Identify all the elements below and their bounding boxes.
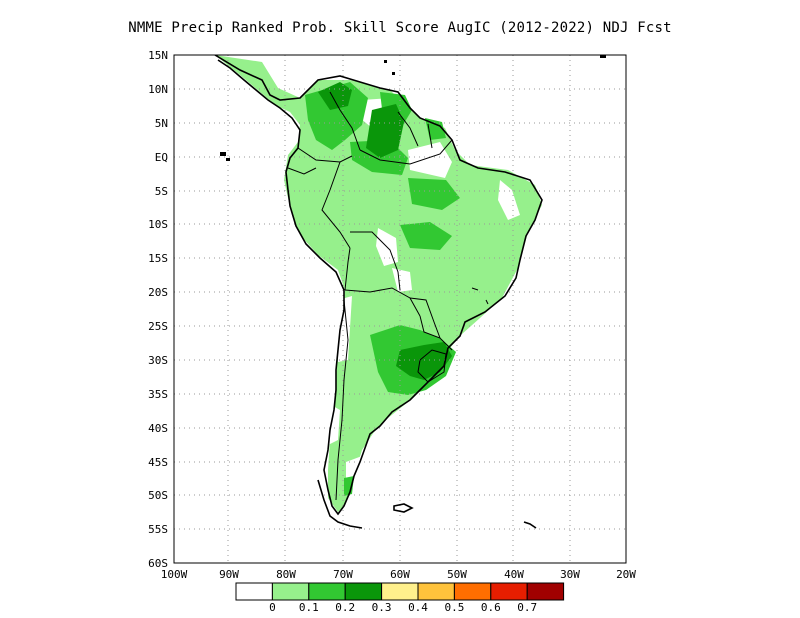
colorbar-swatch [490,582,528,601]
continent-shading-light [215,55,542,512]
border-argentina-brazil [419,315,453,351]
lon-label: 60W [390,568,410,581]
white-patch-amazon [408,142,452,178]
colorbar: 0 0.1 0.2 0.3 0.4 0.5 0.6 0.7 [235,582,565,614]
lon-label: 80W [276,568,296,581]
lat-label: 10N [148,83,168,96]
lon-label: 100W [161,568,188,581]
white-patch-chaco [392,268,412,292]
medium-green-central-brazil [400,222,452,250]
colorbar-label: 0.2 [335,601,355,614]
white-patch-northeast [498,180,520,220]
lat-label: 5S [155,185,168,198]
colorbar-swatch [271,582,310,601]
dark-green-colombia [318,82,352,110]
south-america-coastline [214,55,543,516]
lon-label: 70W [333,568,353,581]
colorbar-swatch [453,582,492,601]
colorbar-swatch [308,582,346,601]
longitude-axis: 100W 90W 80W 70W 60W 50W 40W 30W 20W [161,568,637,581]
colorbar-label: 0.5 [444,601,464,614]
border-ecuador [287,167,317,175]
border-paraguay-brazil [409,297,441,339]
lon-label: 40W [504,568,524,581]
border-guyana-suriname [427,123,433,149]
lake-region-spots [471,287,489,305]
coastlines [214,55,543,529]
falkland-islands [393,503,414,513]
lat-label: 35S [148,388,168,401]
lon-label: 30W [560,568,580,581]
lat-label: 45S [148,456,168,469]
south-georgia [523,521,537,529]
latitude-axis: 15N 10N 5N EQ 5S 10S 15S 20S 25S 30S 35S… [148,49,168,570]
medium-green-amazon-east [408,178,460,210]
white-patch-chile-north [338,296,352,362]
lat-label: EQ [155,151,168,164]
plot-frame [173,54,627,564]
lat-label: 25S [148,320,168,333]
colorbar-label: 0.7 [517,601,537,614]
lat-label: 60S [148,557,168,570]
medium-green-patagonia-spot [344,476,354,496]
border-chile-argentina [335,299,349,501]
map-title: NMME Precip Ranked Prob. Skill Score Aug… [128,20,672,36]
lon-label: 50W [447,568,467,581]
lat-label: 40S [148,422,168,435]
border-bolivia-paraguay-argentina [344,287,421,317]
border-colombia-venezuela [329,91,361,151]
lat-label: 15S [148,252,168,265]
border-peru-brazil [321,161,351,249]
patagonia-islands [317,479,363,529]
lat-label: 10S [148,218,168,231]
colorbar-swatch [526,582,565,601]
caribbean-islands [220,55,606,161]
border-colombia-peru [297,147,353,163]
map-gridlines [174,55,626,563]
lon-label: 90W [219,568,239,581]
colorbar-label: 0.3 [372,601,392,614]
dark-green-venezuela [366,104,404,158]
colorbar-swatch [417,582,455,601]
colorbar-label: 0 [269,601,276,614]
border-brazil-north [359,139,453,165]
colorbar-label: 0.1 [299,601,319,614]
border-uruguay [417,349,447,383]
border-venezuela-guyana [397,111,419,147]
border-peru-bolivia [344,247,351,291]
medium-green-colombia [305,82,368,150]
country-borders [287,91,489,501]
lat-label: 5N [155,117,168,130]
colorbar-label: 0.6 [481,601,501,614]
lat-label: 55S [148,523,168,536]
colorbar-swatch [381,582,419,601]
colorbar-label: 0.4 [408,601,428,614]
lat-label: 50S [148,489,168,502]
border-bolivia-brazil [350,231,401,291]
colorbar-swatch [344,582,383,601]
colorbar-swatch [235,582,273,601]
lat-label: 15N [148,49,168,62]
lat-label: 30S [148,354,168,367]
lat-label: 20S [148,286,168,299]
lon-label: 20W [616,568,636,581]
